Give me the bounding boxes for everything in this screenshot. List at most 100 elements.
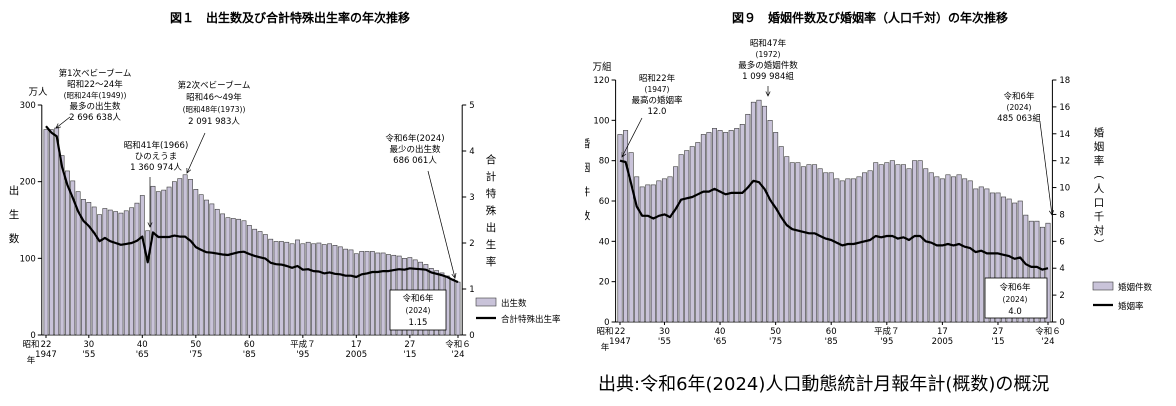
x-tick-label: 令和６ [1035,326,1061,337]
annotation-text: (1972) [756,50,781,59]
bar [311,243,316,336]
bar [889,160,895,323]
bar [912,160,918,323]
y-tick-right-label: 0 [1059,318,1064,328]
annotation-text: 最多の出生数 [69,101,121,112]
annotation-text: 4.0 [1008,307,1022,317]
x-tick-sublabel: '15 [991,337,1004,347]
bar [284,241,290,336]
y-tick-left-label: 0 [30,331,35,341]
bar [75,191,81,336]
bar [862,172,868,323]
bar [806,164,812,323]
annotation-arrowhead [765,91,771,97]
bar [717,130,723,323]
annotation-text: (2024) [406,306,431,315]
x-tick-label: 30 [83,340,94,350]
x-year-word: 年 [601,342,610,353]
chart-title: 図１ 出生数及び合計特殊出生率の年次推移 [170,10,410,25]
x-tick-sublabel: 2005 [932,337,954,347]
bar [939,178,945,323]
bar [756,99,762,323]
bar [48,129,54,336]
bar [695,142,701,323]
annotation-text: 1.15 [409,318,428,328]
y-axis-right-label-char: 婚 [1094,126,1105,139]
x-tick-label: 27 [404,340,415,350]
y-axis-right-label-char: 生 [486,238,497,251]
bar [118,212,124,336]
x-tick-sublabel: '65 [136,350,149,360]
bar [845,178,851,323]
bar [369,251,375,336]
y-tick-left-label: 300 [20,101,36,111]
rate-line [619,159,1049,271]
annotation-text: 昭和46～49年 [186,92,242,103]
bar [767,120,773,323]
bar [220,213,225,336]
bar [700,134,706,323]
y-tick-right-label: 16 [1059,103,1070,113]
y-axis-left-label-char: 件 [585,186,590,198]
legend-label: 合計特殊出生率 [501,314,561,325]
annotation-arrowhead [1048,210,1054,216]
bar [784,156,790,323]
x-tick-sublabel: '95 [880,337,893,347]
annotation-text: 1 099 984組 [742,71,794,82]
x-tick-sublabel: '55 [82,350,95,360]
bar [321,244,327,336]
bar [262,234,268,336]
bar [789,162,795,323]
annotation-text: 第2次ベビーブーム [178,80,251,91]
bar [1028,220,1034,323]
y-tick-right-label: 1 [469,285,474,295]
bar [684,150,690,323]
bar [81,199,86,336]
bar [289,243,295,336]
bar [268,238,274,336]
bar [97,214,102,336]
bar [134,202,140,336]
annotation-text: 485 063組 [997,113,1041,124]
y-axis-left-label-char: 婚 [585,137,591,150]
annotation-text: 昭和41年(1966) [124,140,189,151]
annotation-text: 昭和22～24年 [67,79,123,90]
bar [59,155,65,336]
bar [257,231,263,336]
bar [375,252,381,336]
bar [380,252,386,336]
x-tick-label: 22 [41,340,52,350]
bar [839,180,845,323]
y-axis-right-label-char: 合 [486,153,497,166]
bar [795,162,801,323]
y-axis-right-label-char: 殊 [486,204,497,217]
annotation-text: 1 360 974人 [130,163,182,173]
bar [934,176,940,323]
bar [706,132,712,323]
annotation-text: 第1次ベビーブーム [59,68,132,79]
bar [161,189,167,336]
y-tick-right-label: 5 [469,101,474,111]
y-axis-left-label-char: 数 [585,209,591,222]
annotation-arrow [1039,121,1053,216]
x-tick-label: 60 [244,340,255,350]
bar [989,192,995,323]
annotation-text: 昭和47年 [750,38,787,49]
x-tick-sublabel: '85 [825,337,838,347]
bar [1023,214,1029,323]
annotation-arrowhead [147,222,153,228]
annotation-box [389,289,447,331]
y-axis-right-label-char: ） [1092,239,1104,250]
y-tick-right-label: 6 [1059,237,1064,247]
bar [230,218,236,336]
legend-bar-swatch [475,297,497,307]
bar [337,246,343,336]
bar [973,188,979,323]
bar [634,176,640,323]
bar [773,132,779,323]
bar [878,164,884,323]
annotation-text: 令和6年(2024) [385,133,444,144]
y-tick-right-label: 18 [1059,76,1070,86]
bar [734,128,740,323]
bar [623,130,629,323]
